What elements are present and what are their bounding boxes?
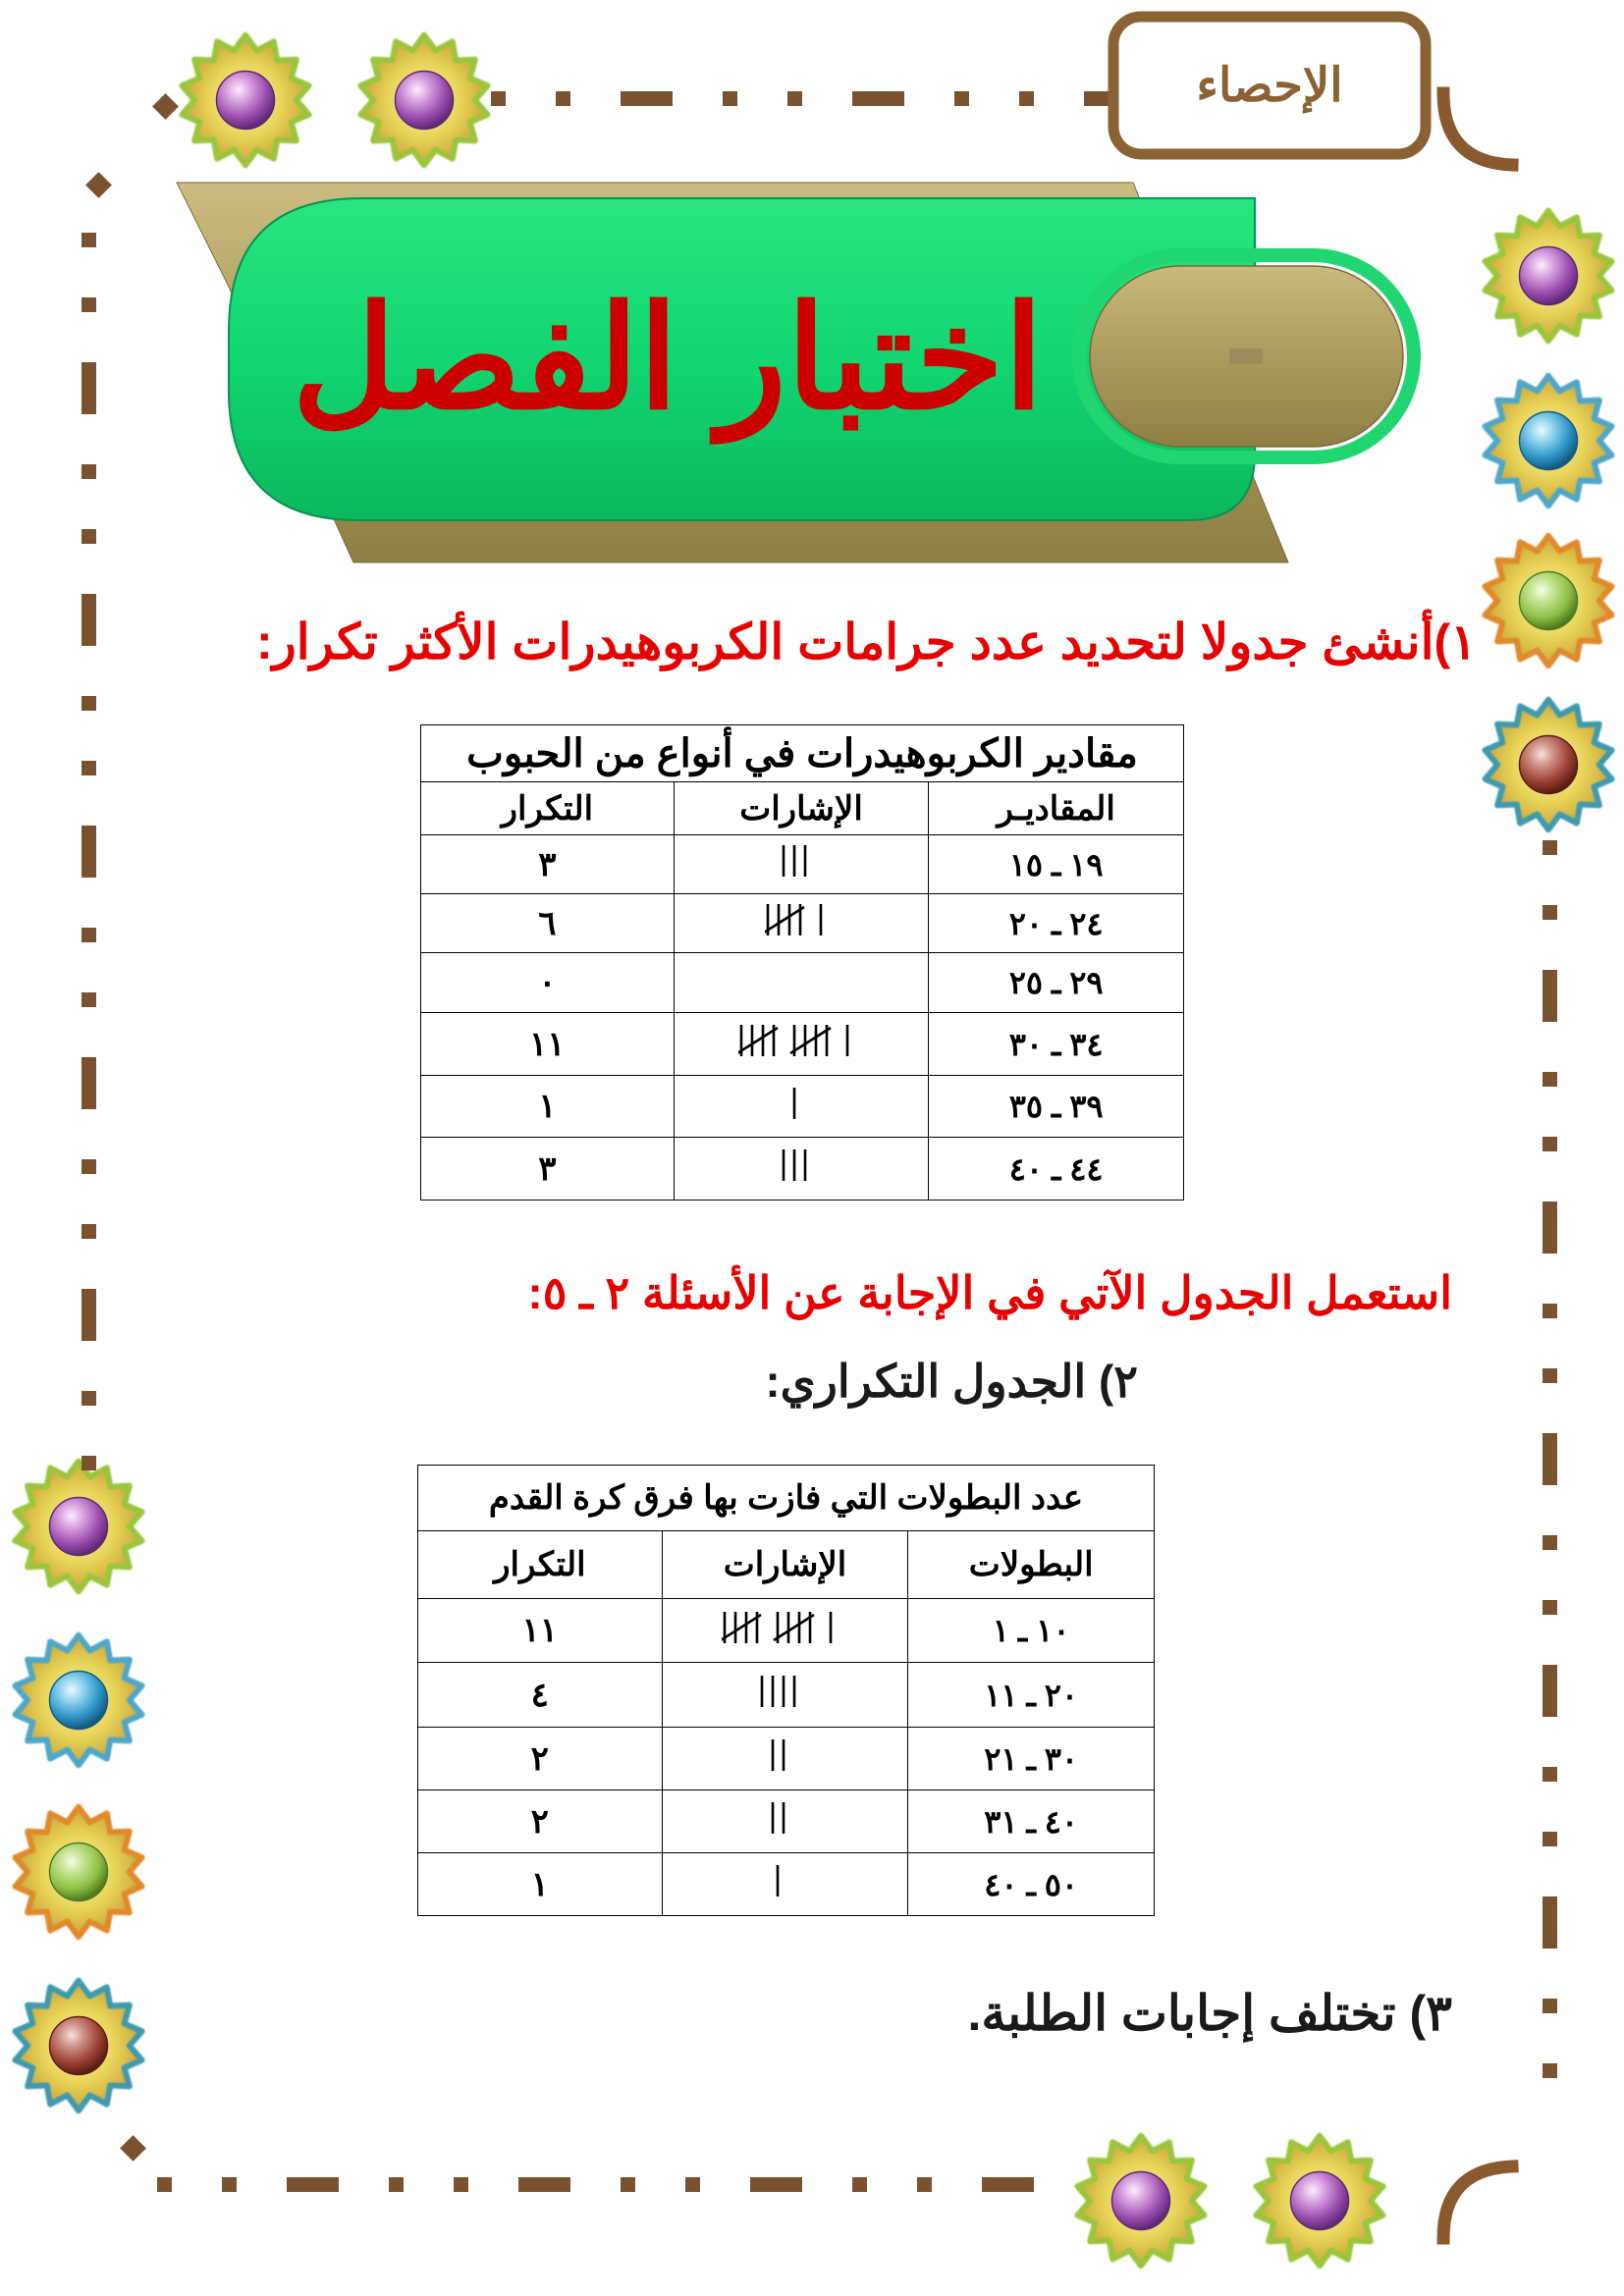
svg-text:الإحصاء: الإحصاء: [1196, 60, 1342, 114]
svg-text:اختبار الفصل: اختبار الفصل: [292, 279, 1043, 445]
